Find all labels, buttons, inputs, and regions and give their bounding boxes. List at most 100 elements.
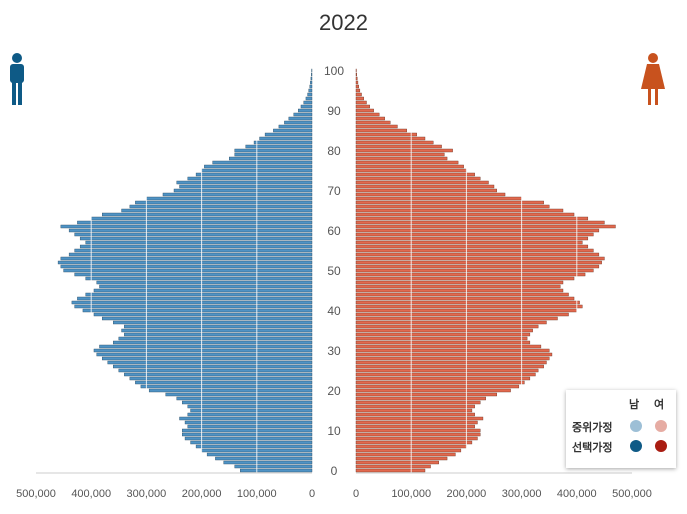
male-bar-age-10[interactable] <box>182 428 313 433</box>
female-bar-age-46[interactable] <box>355 284 561 289</box>
male-bar-age-32[interactable] <box>113 340 313 345</box>
male-bar-age-76[interactable] <box>204 164 313 169</box>
male-bar-age-52[interactable] <box>57 260 313 265</box>
legend-dot-selected-female[interactable] <box>655 440 667 452</box>
male-bar-age-7[interactable] <box>190 440 313 445</box>
male-bar-age-1[interactable] <box>234 464 313 469</box>
male-bar-age-30[interactable] <box>93 348 313 353</box>
female-bar-age-60[interactable] <box>355 228 600 233</box>
female-bar-age-38[interactable] <box>355 316 558 321</box>
male-bar-age-3[interactable] <box>215 456 313 461</box>
female-bar-age-68[interactable] <box>355 196 522 201</box>
female-bar-age-81[interactable] <box>355 144 442 149</box>
male-bar-age-41[interactable] <box>74 304 313 309</box>
male-bar-age-74[interactable] <box>195 172 313 177</box>
female-bar-age-21[interactable] <box>355 384 520 389</box>
female-bar-age-39[interactable] <box>355 312 569 317</box>
male-bar-age-12[interactable] <box>184 420 313 425</box>
female-bar-age-9[interactable] <box>355 432 481 437</box>
legend-dot-selected-male[interactable] <box>630 440 642 452</box>
legend-dot-median-female[interactable] <box>655 420 667 432</box>
male-bar-age-84[interactable] <box>264 132 313 137</box>
male-bar-age-90[interactable] <box>298 108 313 113</box>
male-bar-age-39[interactable] <box>93 312 313 317</box>
male-bar-age-51[interactable] <box>60 264 313 269</box>
male-bar-age-88[interactable] <box>288 116 313 121</box>
female-bar-age-78[interactable] <box>355 156 448 161</box>
male-bar-age-82[interactable] <box>253 140 313 145</box>
female-bar-age-5[interactable] <box>355 448 462 453</box>
female-bar-age-34[interactable] <box>355 332 531 337</box>
female-bar-age-10[interactable] <box>355 428 481 433</box>
male-bar-age-15[interactable] <box>190 408 313 413</box>
male-bar-age-38[interactable] <box>102 316 313 321</box>
female-bar-age-27[interactable] <box>355 360 547 365</box>
male-bar-age-86[interactable] <box>278 124 313 129</box>
female-bar-age-67[interactable] <box>355 200 544 205</box>
male-bar-age-26[interactable] <box>113 364 313 369</box>
male-bar-age-95[interactable] <box>308 88 313 93</box>
male-bar-age-65[interactable] <box>121 208 313 213</box>
female-bar-age-29[interactable] <box>355 352 553 357</box>
female-bar-age-63[interactable] <box>355 216 589 221</box>
male-bar-age-78[interactable] <box>228 156 313 161</box>
female-bar-age-55[interactable] <box>355 248 594 253</box>
female-bar-age-71[interactable] <box>355 184 495 189</box>
male-bar-age-37[interactable] <box>113 320 313 325</box>
female-bar-age-65[interactable] <box>355 208 564 213</box>
female-bar-age-59[interactable] <box>355 232 594 237</box>
male-bar-age-70[interactable] <box>173 188 313 193</box>
female-bar-age-41[interactable] <box>355 304 583 309</box>
female-bar-age-18[interactable] <box>355 396 486 401</box>
male-bar-age-20[interactable] <box>148 388 313 393</box>
female-bar-age-92[interactable] <box>355 100 367 105</box>
male-bar-age-62[interactable] <box>77 220 313 225</box>
male-bar-age-83[interactable] <box>259 136 313 141</box>
male-bar-age-79[interactable] <box>234 152 313 157</box>
female-bar-age-35[interactable] <box>355 328 533 333</box>
female-bar-age-30[interactable] <box>355 348 550 353</box>
female-bar-age-87[interactable] <box>355 120 391 125</box>
male-bar-age-33[interactable] <box>118 336 313 341</box>
male-bar-age-58[interactable] <box>79 236 313 241</box>
female-bar-age-2[interactable] <box>355 460 440 465</box>
female-bar-age-51[interactable] <box>355 264 600 269</box>
male-bar-age-77[interactable] <box>212 160 313 165</box>
female-bar-age-66[interactable] <box>355 204 550 209</box>
female-bar-age-4[interactable] <box>355 452 456 457</box>
male-bar-age-50[interactable] <box>63 268 313 273</box>
female-bar-age-85[interactable] <box>355 128 407 133</box>
male-bar-age-64[interactable] <box>102 212 313 217</box>
male-bar-age-73[interactable] <box>187 176 313 181</box>
female-bar-age-45[interactable] <box>355 288 564 293</box>
female-bar-age-50[interactable] <box>355 268 594 273</box>
female-bar-age-25[interactable] <box>355 368 539 373</box>
male-bar-age-36[interactable] <box>124 324 313 329</box>
female-bar-age-7[interactable] <box>355 440 473 445</box>
female-bar-age-94[interactable] <box>355 92 362 97</box>
female-bar-age-22[interactable] <box>355 380 525 385</box>
male-bar-age-55[interactable] <box>74 248 313 253</box>
female-bar-age-61[interactable] <box>355 224 616 229</box>
male-bar-age-24[interactable] <box>124 372 313 377</box>
male-bar-age-48[interactable] <box>85 276 313 281</box>
female-bar-age-58[interactable] <box>355 236 589 241</box>
female-bar-age-49[interactable] <box>355 272 586 277</box>
male-bar-age-19[interactable] <box>165 392 313 397</box>
male-bar-age-0[interactable] <box>240 468 313 473</box>
female-bar-age-52[interactable] <box>355 260 602 265</box>
male-bar-age-18[interactable] <box>176 396 313 401</box>
female-bar-age-97[interactable] <box>355 80 359 85</box>
male-bar-age-35[interactable] <box>121 328 313 333</box>
female-bar-age-69[interactable] <box>355 192 506 197</box>
female-bar-age-91[interactable] <box>355 104 371 109</box>
male-bar-age-47[interactable] <box>96 280 313 285</box>
female-bar-age-48[interactable] <box>355 276 575 281</box>
male-bar-age-57[interactable] <box>85 240 313 245</box>
female-bar-age-76[interactable] <box>355 164 464 169</box>
male-bar-age-97[interactable] <box>310 80 313 85</box>
female-bar-age-53[interactable] <box>355 256 605 261</box>
female-bar-age-79[interactable] <box>355 152 445 157</box>
male-bar-age-21[interactable] <box>140 384 313 389</box>
male-bar-age-40[interactable] <box>82 308 313 313</box>
